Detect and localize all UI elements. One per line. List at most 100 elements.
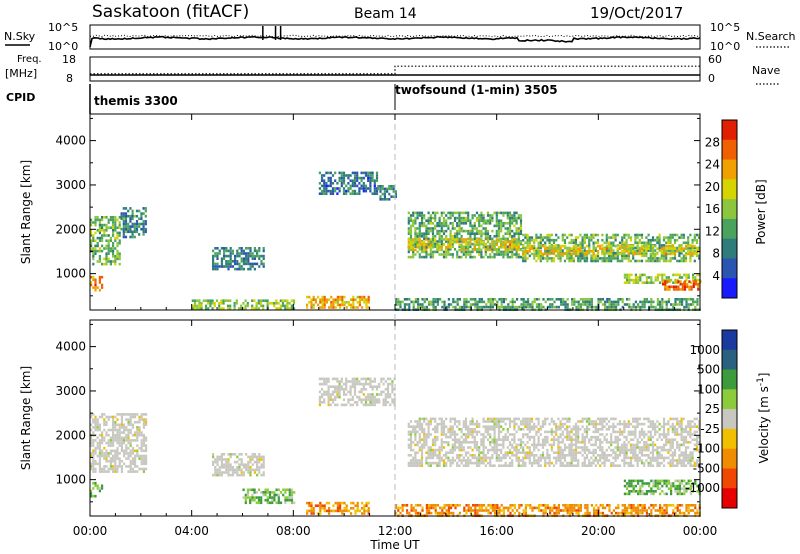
power-echo-cell [462,216,465,220]
velocity-echo-cell [596,461,600,465]
power-echo-cell [449,222,452,225]
power-echo-cell [107,221,110,224]
power-echo-cell [649,244,652,247]
velocity-echo-cell [570,461,573,465]
power-echo-cell [118,234,121,237]
power-echo-cell [596,244,600,248]
power-echo-cell [683,305,686,309]
power-echo-cell [392,187,395,191]
power-echo-cell [640,236,644,239]
power-echo-cell [664,280,667,283]
velocity-echo-cell [434,430,437,434]
velocity-echo-cell [583,464,586,467]
velocity-echo-cell [109,449,112,453]
power-echo-cell [445,222,448,225]
power-echo-cell [279,299,282,302]
velocity-echo-cell [594,441,597,444]
velocity-echo-cell [568,446,571,449]
velocity-echo-cell [460,461,463,465]
power-echo-cell [463,300,466,304]
velocity-echo-cell [112,426,115,429]
velocity-echo-cell [120,420,123,424]
velocity-echo-cell [131,452,134,455]
power-echo-cell [237,307,241,310]
power-echo-cell [245,254,248,258]
power-echo-cell [522,300,525,304]
power-echo-cell [198,302,201,305]
power-echo-cell [485,305,488,309]
velocity-echo-cell [471,435,474,439]
power-echo-cell [388,198,391,201]
velocity-echo-cell [449,459,452,462]
velocity-echo-cell [145,459,148,463]
velocity-echo-cell [508,448,512,452]
velocity-echo-cell [541,425,545,428]
power-echo-cell [603,247,606,250]
velocity-echo-cell [491,425,494,428]
power-echo-cell [517,232,520,235]
power-echo-cell [511,300,514,304]
power-echo-cell [612,241,615,245]
power-echo-cell [577,247,580,250]
power-echo-cell [511,219,514,222]
power-echo-cell [684,251,688,255]
power-echo-cell [511,238,514,241]
velocity-echo-cell [349,393,352,396]
velocity-echo-cell [471,448,474,452]
velocity-echo-cell [438,422,441,426]
velocity-echo-cell [453,441,457,444]
power-echo-cell [669,247,672,250]
power-echo-cell [579,254,582,258]
power-echo-cell [409,219,413,222]
velocity-echo-cell [407,433,410,436]
velocity-echo-cell [120,439,123,442]
power-echo-cell [497,248,501,251]
velocity-echo-cell [140,459,143,463]
velocity-echo-cell [260,498,263,502]
power-echo-cell [506,240,509,244]
power-echo-cell [597,298,600,301]
velocity-echo-cell [125,413,128,416]
velocity-echo-cell [508,461,512,465]
velocity-echo-cell [526,425,529,428]
power-echo-cell [599,257,602,260]
velocity-echo-cell [493,446,496,449]
power-echo-cell [409,224,413,228]
power-echo-cell [101,218,104,222]
power-echo-cell [449,243,452,246]
velocity-echo-cell [469,459,472,462]
power-echo-cell [480,232,483,235]
power-echo-cell [273,304,276,308]
velocity-echo-cell [244,493,247,497]
velocity-echo-cell [247,455,250,459]
velocity-echo-cell [312,509,315,513]
velocity-echo-cell [570,459,573,462]
power-ylabel: Slant Range [km] [19,160,33,264]
power-echo-cell [528,250,531,253]
power-echo-cell [505,298,508,301]
power-echo-cell [460,240,463,243]
power-echo-cell [101,244,104,248]
power-echo-cell [484,229,487,233]
velocity-echo-cell [568,417,571,421]
velocity-echo-cell [125,436,128,440]
velocity-echo-cell [384,398,387,401]
velocity-echo-cell [471,422,474,426]
power-echo-cell [486,255,490,259]
power-echo-cell [480,305,483,309]
velocity-echo-cell [566,417,569,421]
velocity-echo-cell [440,441,443,444]
velocity-echo-cell [493,448,496,452]
velocity-echo-cell [526,446,529,449]
velocity-echo-cell [594,435,597,439]
velocity-echo-cell [96,444,99,447]
power-echo-cell [122,212,125,215]
power-echo-cell [358,187,361,190]
power-echo-cell [541,244,545,248]
velocity-echo-cell [425,433,428,436]
power-echo-cell [467,229,470,233]
power-echo-cell [259,299,263,302]
velocity-echo-cell [539,428,542,431]
power-echo-cell [425,238,428,241]
power-echo-cell [496,300,499,304]
